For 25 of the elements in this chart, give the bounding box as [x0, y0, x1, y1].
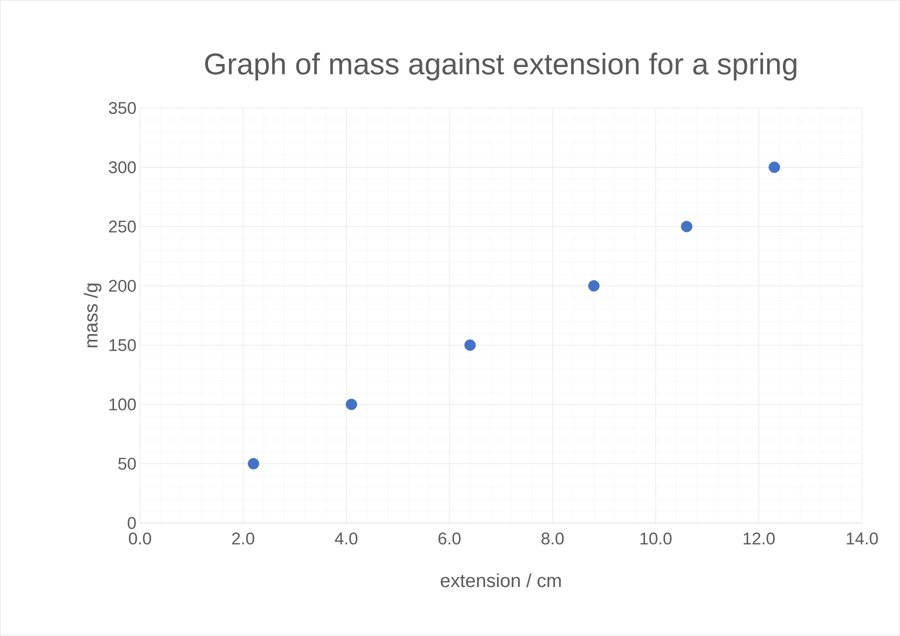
y-axis-title: mass /g [84, 284, 102, 348]
x-tick-label: 12.0 [744, 532, 775, 544]
point [768, 162, 780, 173]
point [680, 220, 692, 232]
x-tick-label: 14.0 [846, 532, 878, 544]
point [248, 458, 260, 470]
y-tick-label: 150 [110, 339, 136, 352]
x-tick-label: 6.0 [438, 532, 461, 544]
x-tick-label: 2.0 [232, 532, 254, 544]
y-tick-label: 350 [108, 102, 136, 114]
y-tick-label: 250 [109, 220, 136, 233]
x-tick-label: 4.0 [334, 532, 358, 544]
point [588, 280, 600, 292]
chart-title: Graph of mass against extension for a spring [205, 52, 796, 80]
y-tick-label: 200 [109, 280, 136, 292]
point [346, 398, 358, 410]
x-tick-label: 10.0 [640, 532, 672, 544]
y-tick-label: 0 [128, 516, 136, 529]
x-axis-title: extension / cm [440, 573, 561, 588]
y-tick-label: 100 [110, 398, 136, 410]
y-tick-label: 50 [118, 458, 136, 470]
point [464, 339, 476, 351]
x-tick-label: 8.0 [542, 532, 564, 544]
y-tick-label: 300 [108, 161, 136, 174]
x-tick-label: 0.0 [128, 532, 152, 544]
